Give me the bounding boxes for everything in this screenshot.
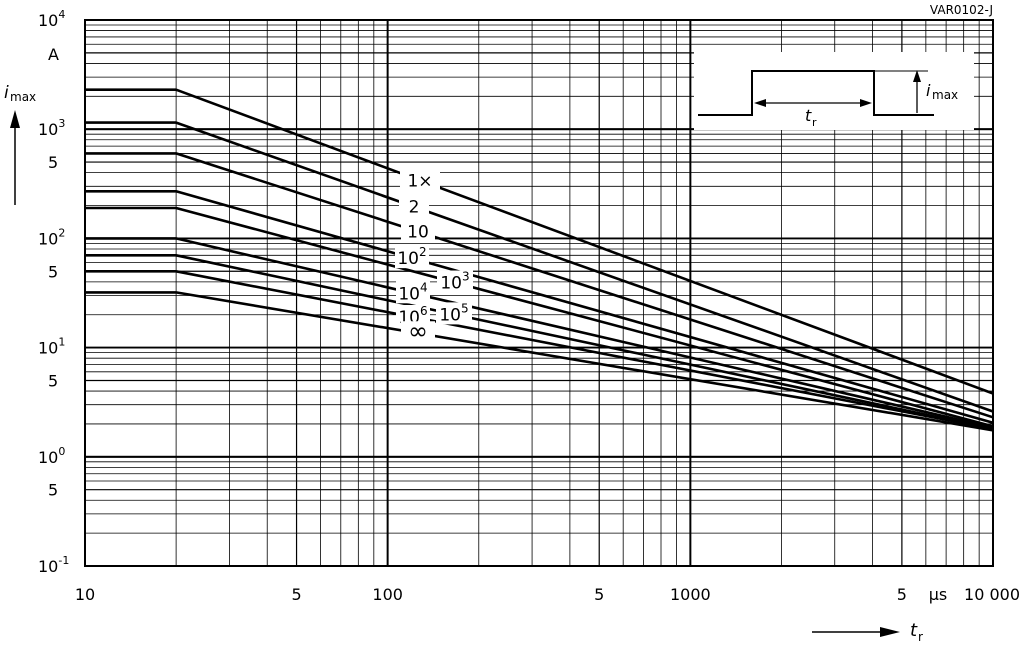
inset-background [694, 52, 974, 130]
x-axis-symbol: t r [910, 620, 923, 644]
series-label-4: 103 [440, 270, 469, 294]
pulse-inset: t r i max [694, 52, 974, 130]
series-line-4 [85, 206, 994, 428]
y-unit: A [48, 45, 59, 64]
x-unit: µs [929, 585, 948, 604]
y-tick-label-3: 102 [38, 226, 65, 248]
series-label-5: 104 [398, 280, 427, 304]
series-line-6 [85, 254, 994, 431]
y-tick-label-5: 101 [38, 336, 65, 358]
y-tick-label-8: 5 [48, 481, 58, 500]
y-tick-label-6: 5 [48, 371, 58, 390]
series-line-1 [85, 121, 994, 413]
x-symbol-sub: r [918, 630, 923, 644]
x-tick-label-4: 1000 [670, 585, 711, 604]
x-tick-label-3: 5 [594, 585, 604, 604]
series-line-8 [85, 291, 994, 432]
y-tick-label-2: 5 [48, 153, 58, 172]
imax-arrow [913, 70, 921, 82]
x-tick-label-1: 5 [291, 585, 301, 604]
x-symbol: t [910, 620, 918, 641]
series-label-bg-3 [395, 246, 429, 269]
series-label-1: 2 [409, 198, 420, 218]
series-label-bg-1 [399, 194, 429, 217]
pulse-waveform [698, 70, 934, 116]
x-tick-label-6: 10 000 [964, 585, 1020, 604]
series-label-6: 105 [439, 301, 468, 325]
x-tick-label-0: 10 [75, 585, 95, 604]
y-tick-label-1: 103 [38, 117, 65, 139]
x-tick-label-2: 100 [372, 585, 403, 604]
figure-id: VAR0102-J [930, 3, 993, 17]
x-axis-arrow [812, 627, 900, 637]
series-lines [85, 88, 994, 432]
y-symbol-sub: max [10, 90, 36, 104]
x-tick-label-5: 5 [897, 585, 907, 604]
y-tick-label-0: 104 [38, 8, 65, 30]
y-symbol: i [4, 83, 9, 103]
inset-imax-symbol: i [926, 81, 931, 100]
series-label-bg-0 [400, 168, 440, 191]
tr-arrow-left [754, 99, 766, 107]
series-label-bg-6 [436, 302, 472, 325]
series-line-7 [85, 269, 994, 431]
series-label-0: 1× [407, 171, 432, 191]
y-axis-symbol: i max [4, 83, 36, 104]
series-line-0 [85, 88, 994, 395]
y-tick-label-7: 100 [38, 445, 65, 467]
series-label-bg-8 [401, 321, 435, 344]
series-line-5 [85, 237, 994, 429]
series-line-3 [85, 190, 994, 425]
tr-arrow-right [860, 99, 872, 107]
y-tick-label-4: 5 [48, 262, 58, 281]
inset-tr-symbol: t [805, 106, 812, 125]
y-axis-arrow [10, 110, 20, 205]
x-tick-labels: 10 5 100 5 1000 5 10 000 [75, 585, 1020, 604]
series-label-8: ∞ [408, 317, 428, 345]
y-tick-label-9: 10-1 [38, 554, 69, 576]
series-line-2 [85, 152, 994, 419]
y-tick-labels: 104 103 5 102 5 101 5 100 5 10-1 [38, 8, 69, 576]
inset-imax-sub: max [932, 88, 958, 102]
series-label-bg-4 [437, 270, 473, 293]
series-label-bg-2 [401, 219, 435, 242]
series-label-3: 102 [397, 245, 426, 269]
series-label-2: 10 [407, 223, 429, 243]
inset-tr-sub: r [812, 116, 817, 129]
series-label-bg-5 [396, 281, 430, 304]
